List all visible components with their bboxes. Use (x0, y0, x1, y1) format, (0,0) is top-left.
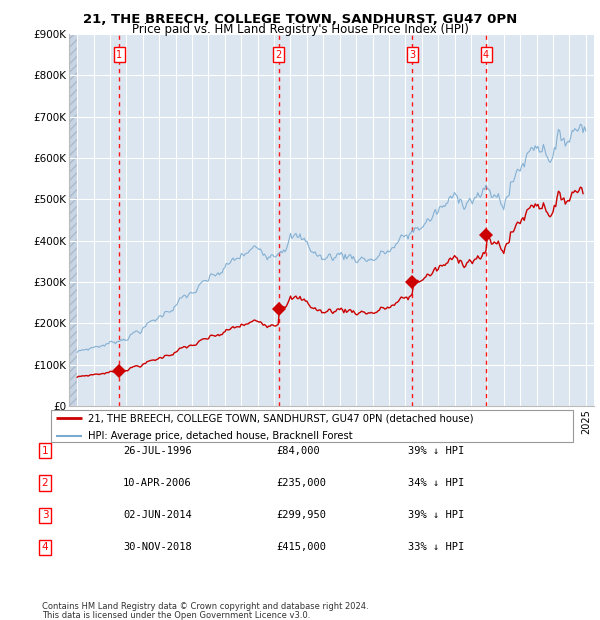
Text: 21, THE BREECH, COLLEGE TOWN, SANDHURST, GU47 0PN: 21, THE BREECH, COLLEGE TOWN, SANDHURST,… (83, 14, 517, 26)
Text: £235,000: £235,000 (276, 478, 326, 488)
Text: Price paid vs. HM Land Registry's House Price Index (HPI): Price paid vs. HM Land Registry's House … (131, 24, 469, 36)
Text: 2: 2 (41, 478, 49, 488)
Polygon shape (69, 34, 77, 406)
Text: 30-NOV-2018: 30-NOV-2018 (123, 542, 192, 552)
Text: £299,950: £299,950 (276, 510, 326, 520)
Text: HPI: Average price, detached house, Bracknell Forest: HPI: Average price, detached house, Brac… (88, 431, 352, 441)
Text: 3: 3 (41, 510, 49, 520)
Text: 4: 4 (41, 542, 49, 552)
Text: 3: 3 (409, 50, 415, 60)
Text: 02-JUN-2014: 02-JUN-2014 (123, 510, 192, 520)
Text: 10-APR-2006: 10-APR-2006 (123, 478, 192, 488)
Text: 39% ↓ HPI: 39% ↓ HPI (408, 510, 464, 520)
Text: 2: 2 (275, 50, 281, 60)
Text: 34% ↓ HPI: 34% ↓ HPI (408, 478, 464, 488)
Text: 21, THE BREECH, COLLEGE TOWN, SANDHURST, GU47 0PN (detached house): 21, THE BREECH, COLLEGE TOWN, SANDHURST,… (88, 414, 473, 423)
Text: Contains HM Land Registry data © Crown copyright and database right 2024.: Contains HM Land Registry data © Crown c… (42, 602, 368, 611)
Text: 1: 1 (116, 50, 122, 60)
Text: This data is licensed under the Open Government Licence v3.0.: This data is licensed under the Open Gov… (42, 611, 310, 619)
Text: 39% ↓ HPI: 39% ↓ HPI (408, 446, 464, 456)
Text: 26-JUL-1996: 26-JUL-1996 (123, 446, 192, 456)
Text: 4: 4 (483, 50, 489, 60)
Text: £415,000: £415,000 (276, 542, 326, 552)
Text: 33% ↓ HPI: 33% ↓ HPI (408, 542, 464, 552)
FancyBboxPatch shape (50, 410, 574, 442)
Text: £84,000: £84,000 (276, 446, 320, 456)
Text: 1: 1 (41, 446, 49, 456)
